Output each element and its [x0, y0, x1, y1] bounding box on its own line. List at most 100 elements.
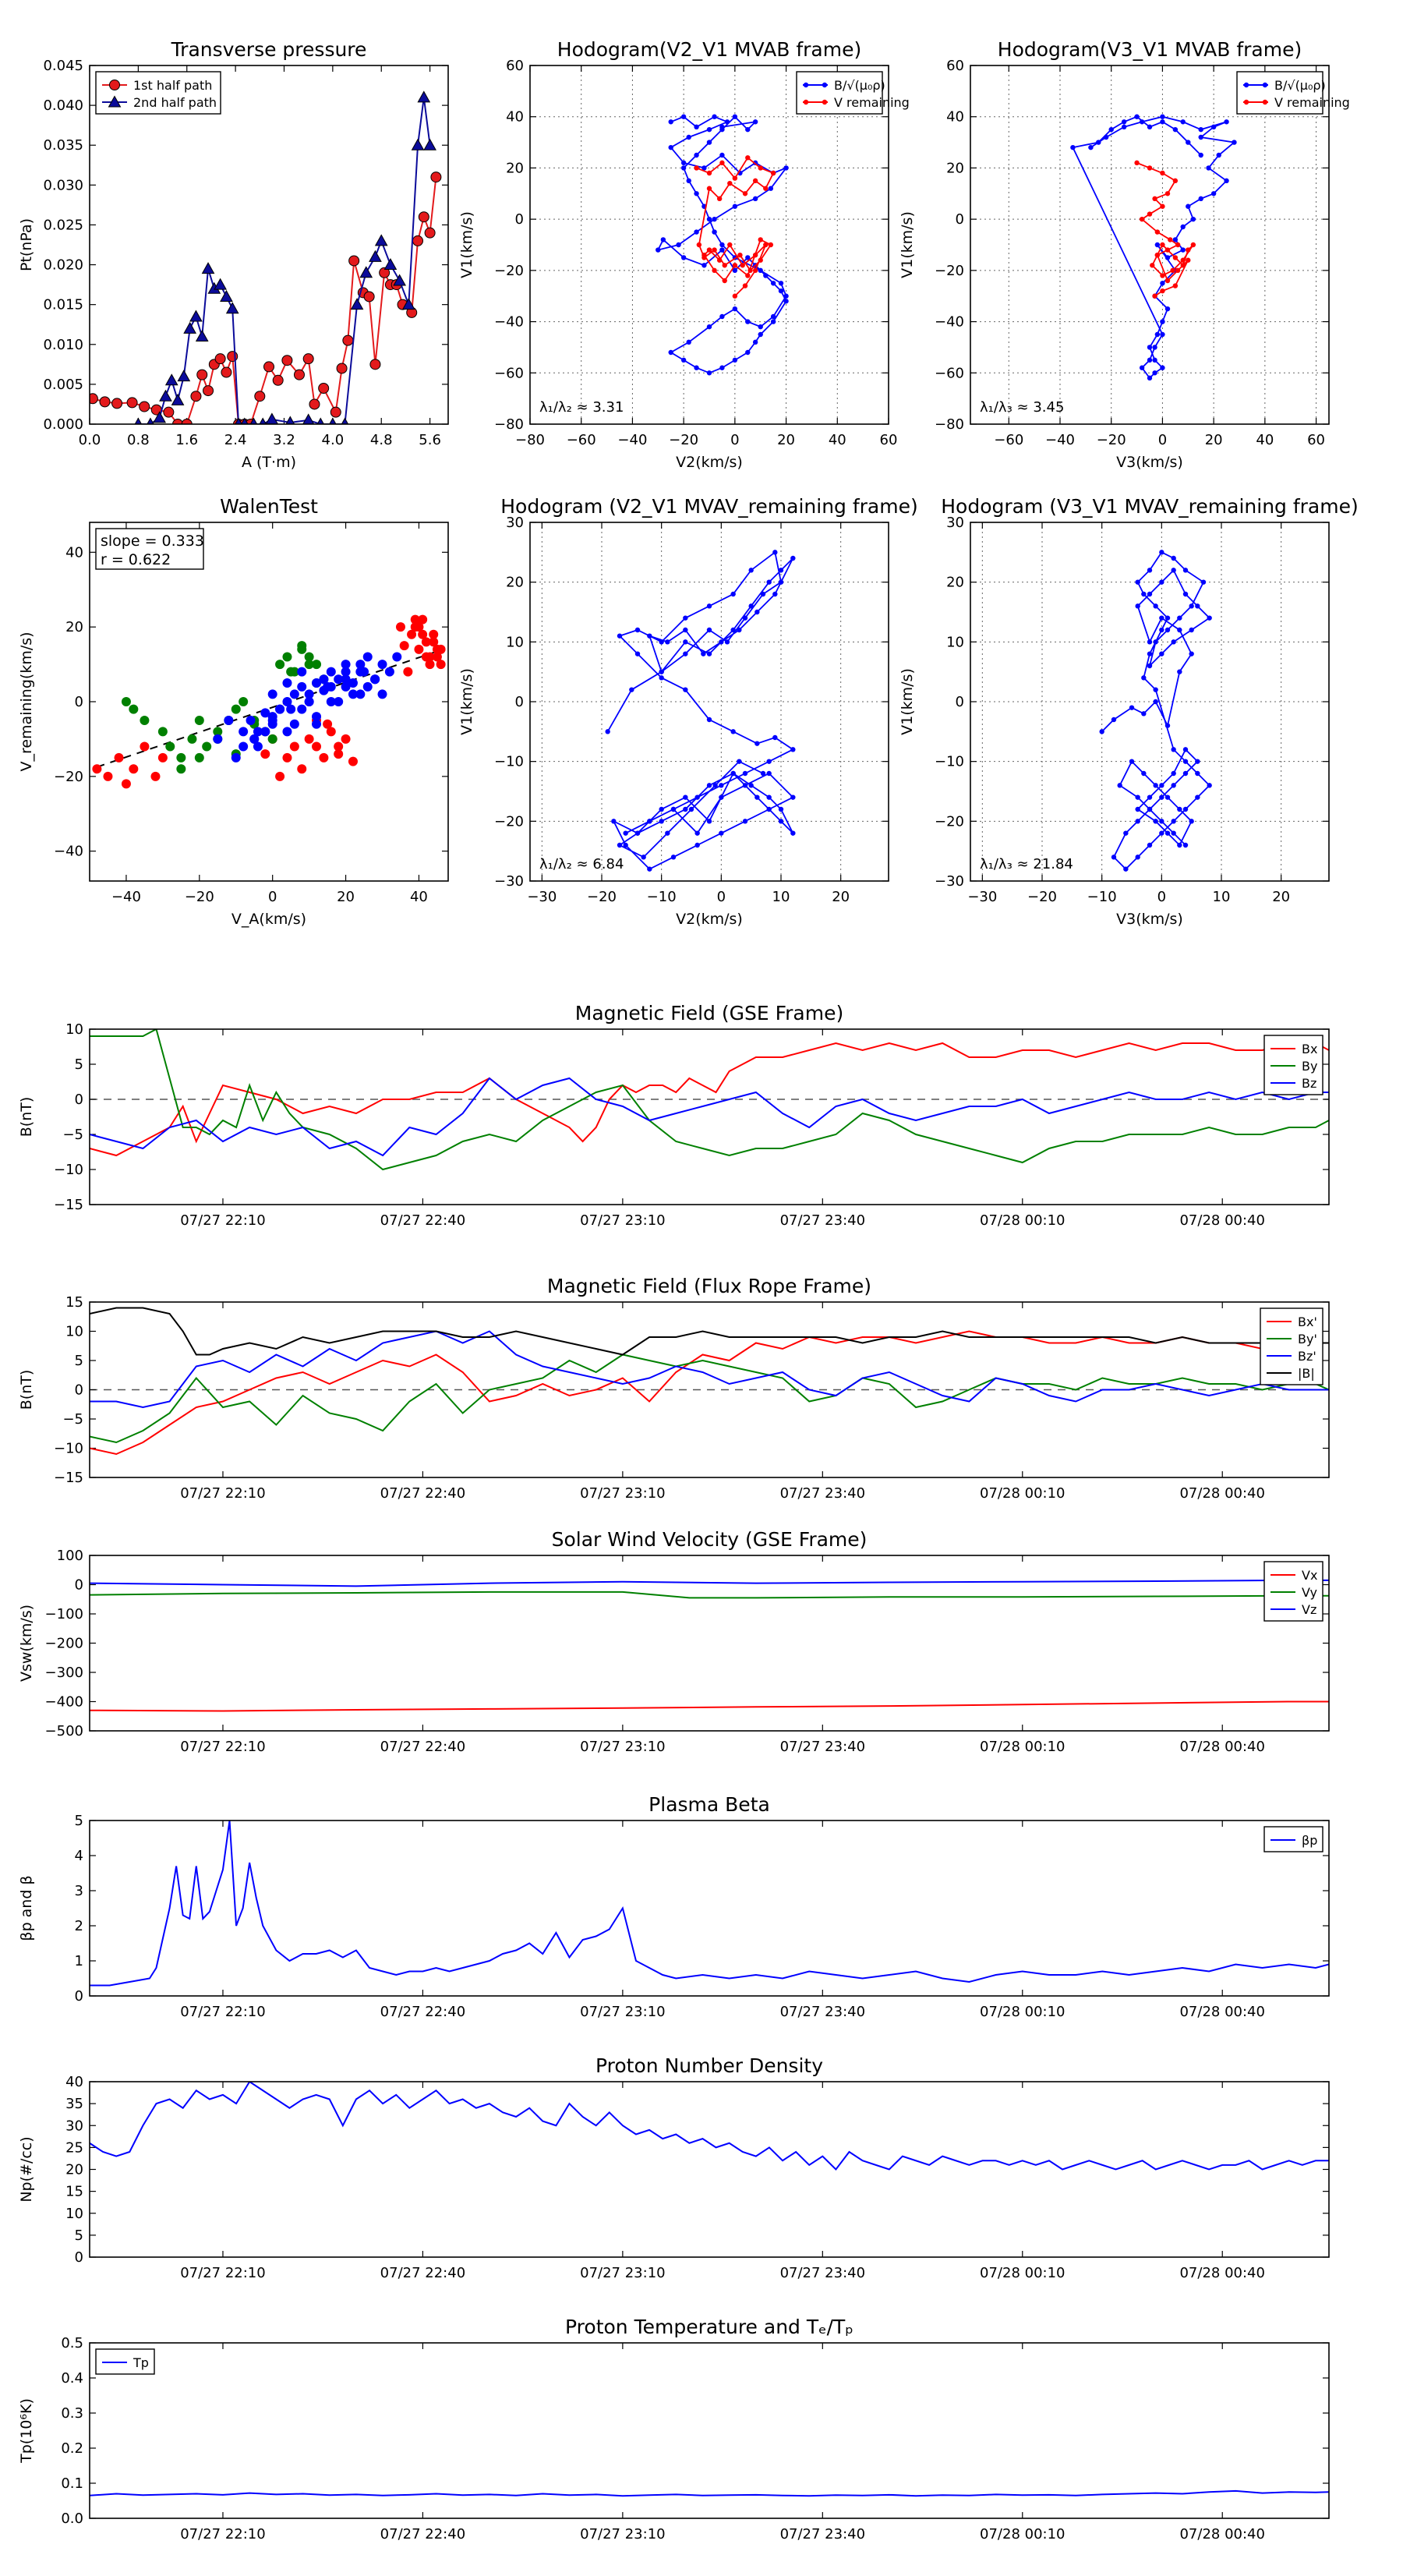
data-point: [742, 283, 748, 288]
data-point: [701, 651, 706, 656]
data-point: [617, 633, 623, 639]
data-point: [1170, 267, 1175, 274]
data-point: [719, 242, 725, 248]
x-tick-label: −40: [617, 432, 647, 448]
data-point: [1159, 819, 1164, 824]
data-point: [702, 252, 707, 258]
legend-label: By': [1298, 1332, 1317, 1346]
x-tick-label: 07/28 00:40: [1179, 1212, 1264, 1229]
data-point: [752, 178, 758, 184]
data-point: [275, 660, 285, 670]
plot-area: [656, 114, 789, 376]
y-tick-label: 0: [75, 1988, 83, 2005]
data-point: [286, 667, 296, 677]
data-point: [634, 830, 641, 836]
x-tick-label: 07/27 22:10: [180, 1212, 265, 1229]
data-point: [770, 281, 776, 286]
y-tick-label: −400: [45, 1694, 83, 1711]
x-tick-label: 20: [337, 889, 355, 905]
y-axis-label: V1(km/s): [458, 668, 475, 735]
data-point: [1175, 267, 1181, 274]
legend-label: Bz': [1298, 1349, 1316, 1364]
data-point: [706, 324, 712, 330]
data-point: [1164, 255, 1171, 260]
data-point: [732, 357, 738, 363]
x-tick-label: 5.6: [419, 432, 441, 448]
x-tick-label: 07/28 00:40: [1179, 2526, 1264, 2542]
data-point: [282, 652, 292, 662]
data-point: [1171, 819, 1176, 824]
data-point: [752, 252, 758, 258]
data-point: [275, 771, 285, 781]
data-point: [770, 319, 776, 324]
data-point: [121, 697, 131, 706]
x-tick-label: 07/27 22:40: [380, 1212, 465, 1229]
data-point: [758, 257, 763, 263]
data-point: [706, 783, 712, 788]
y-tick-label: 0: [75, 2249, 83, 2266]
annotation-text: λ₁/λ₃ ≈ 21.84: [980, 856, 1073, 872]
data-point: [1160, 203, 1165, 209]
chart-hodo4: Hodogram (V3_V1 MVAV_remaining frame) −30…: [899, 495, 1359, 928]
data-point: [1134, 160, 1140, 166]
data-point: [647, 633, 652, 639]
data-point: [140, 715, 150, 725]
data-point: [418, 211, 429, 223]
data-point: [665, 830, 670, 836]
series-line-Bx: [90, 1042, 1329, 1157]
x-axis-label: V3(km/s): [1116, 911, 1183, 928]
data-point: [676, 242, 681, 248]
data-point: [1164, 723, 1171, 728]
data-point: [1171, 555, 1176, 561]
data-point: [297, 641, 307, 651]
data-point: [1147, 357, 1153, 363]
data-point: [758, 267, 763, 274]
x-tick-label: 60: [1307, 432, 1325, 448]
data-point: [126, 397, 138, 409]
data-point: [712, 267, 717, 274]
data-point: [742, 783, 748, 788]
legend-label: Tp: [133, 2355, 149, 2370]
data-point: [1216, 152, 1221, 158]
x-tick-label: −30: [967, 889, 997, 905]
data-point: [1189, 627, 1194, 633]
data-point: [670, 806, 677, 812]
data-point: [1123, 866, 1129, 872]
data-point: [1160, 365, 1165, 370]
data-point: [282, 752, 292, 763]
data-point: [323, 681, 333, 692]
x-tick-label: 20: [1205, 432, 1223, 448]
y-tick-label: −10: [54, 1441, 83, 1457]
x-tick-label: 10: [772, 889, 790, 905]
data-point: [1129, 759, 1135, 764]
data-point: [159, 389, 172, 402]
y-axis-label: Pt(nPa): [18, 218, 35, 271]
data-point: [1172, 255, 1179, 260]
data-point: [231, 752, 241, 763]
data-point: [1108, 126, 1114, 133]
data-point: [214, 353, 226, 365]
y-tick-label: 20: [506, 160, 524, 176]
data-point: [748, 783, 754, 788]
x-tick-label: 2.4: [224, 432, 247, 448]
data-point: [1190, 242, 1196, 248]
data-point: [202, 741, 212, 752]
data-point: [748, 603, 754, 609]
data-point: [611, 819, 617, 824]
data-point: [1153, 699, 1158, 705]
data-point: [1159, 830, 1164, 836]
y-tick-label: 3: [75, 1883, 83, 1899]
data-point: [289, 741, 299, 752]
series-line-Bz: [90, 1077, 1329, 1157]
x-tick-label: 07/27 23:10: [580, 1212, 665, 1229]
data-point: [1147, 124, 1153, 130]
data-point: [297, 681, 307, 692]
data-point: [374, 234, 388, 246]
x-tick-label: 0: [268, 889, 277, 905]
chart-title: Magnetic Field (Flux Rope Frame): [547, 1275, 871, 1297]
data-point: [1103, 134, 1109, 140]
data-point: [768, 186, 774, 191]
x-tick-label: 07/27 22:10: [180, 2265, 265, 2281]
y-tick-label: 60: [506, 58, 524, 74]
data-point: [281, 355, 293, 366]
